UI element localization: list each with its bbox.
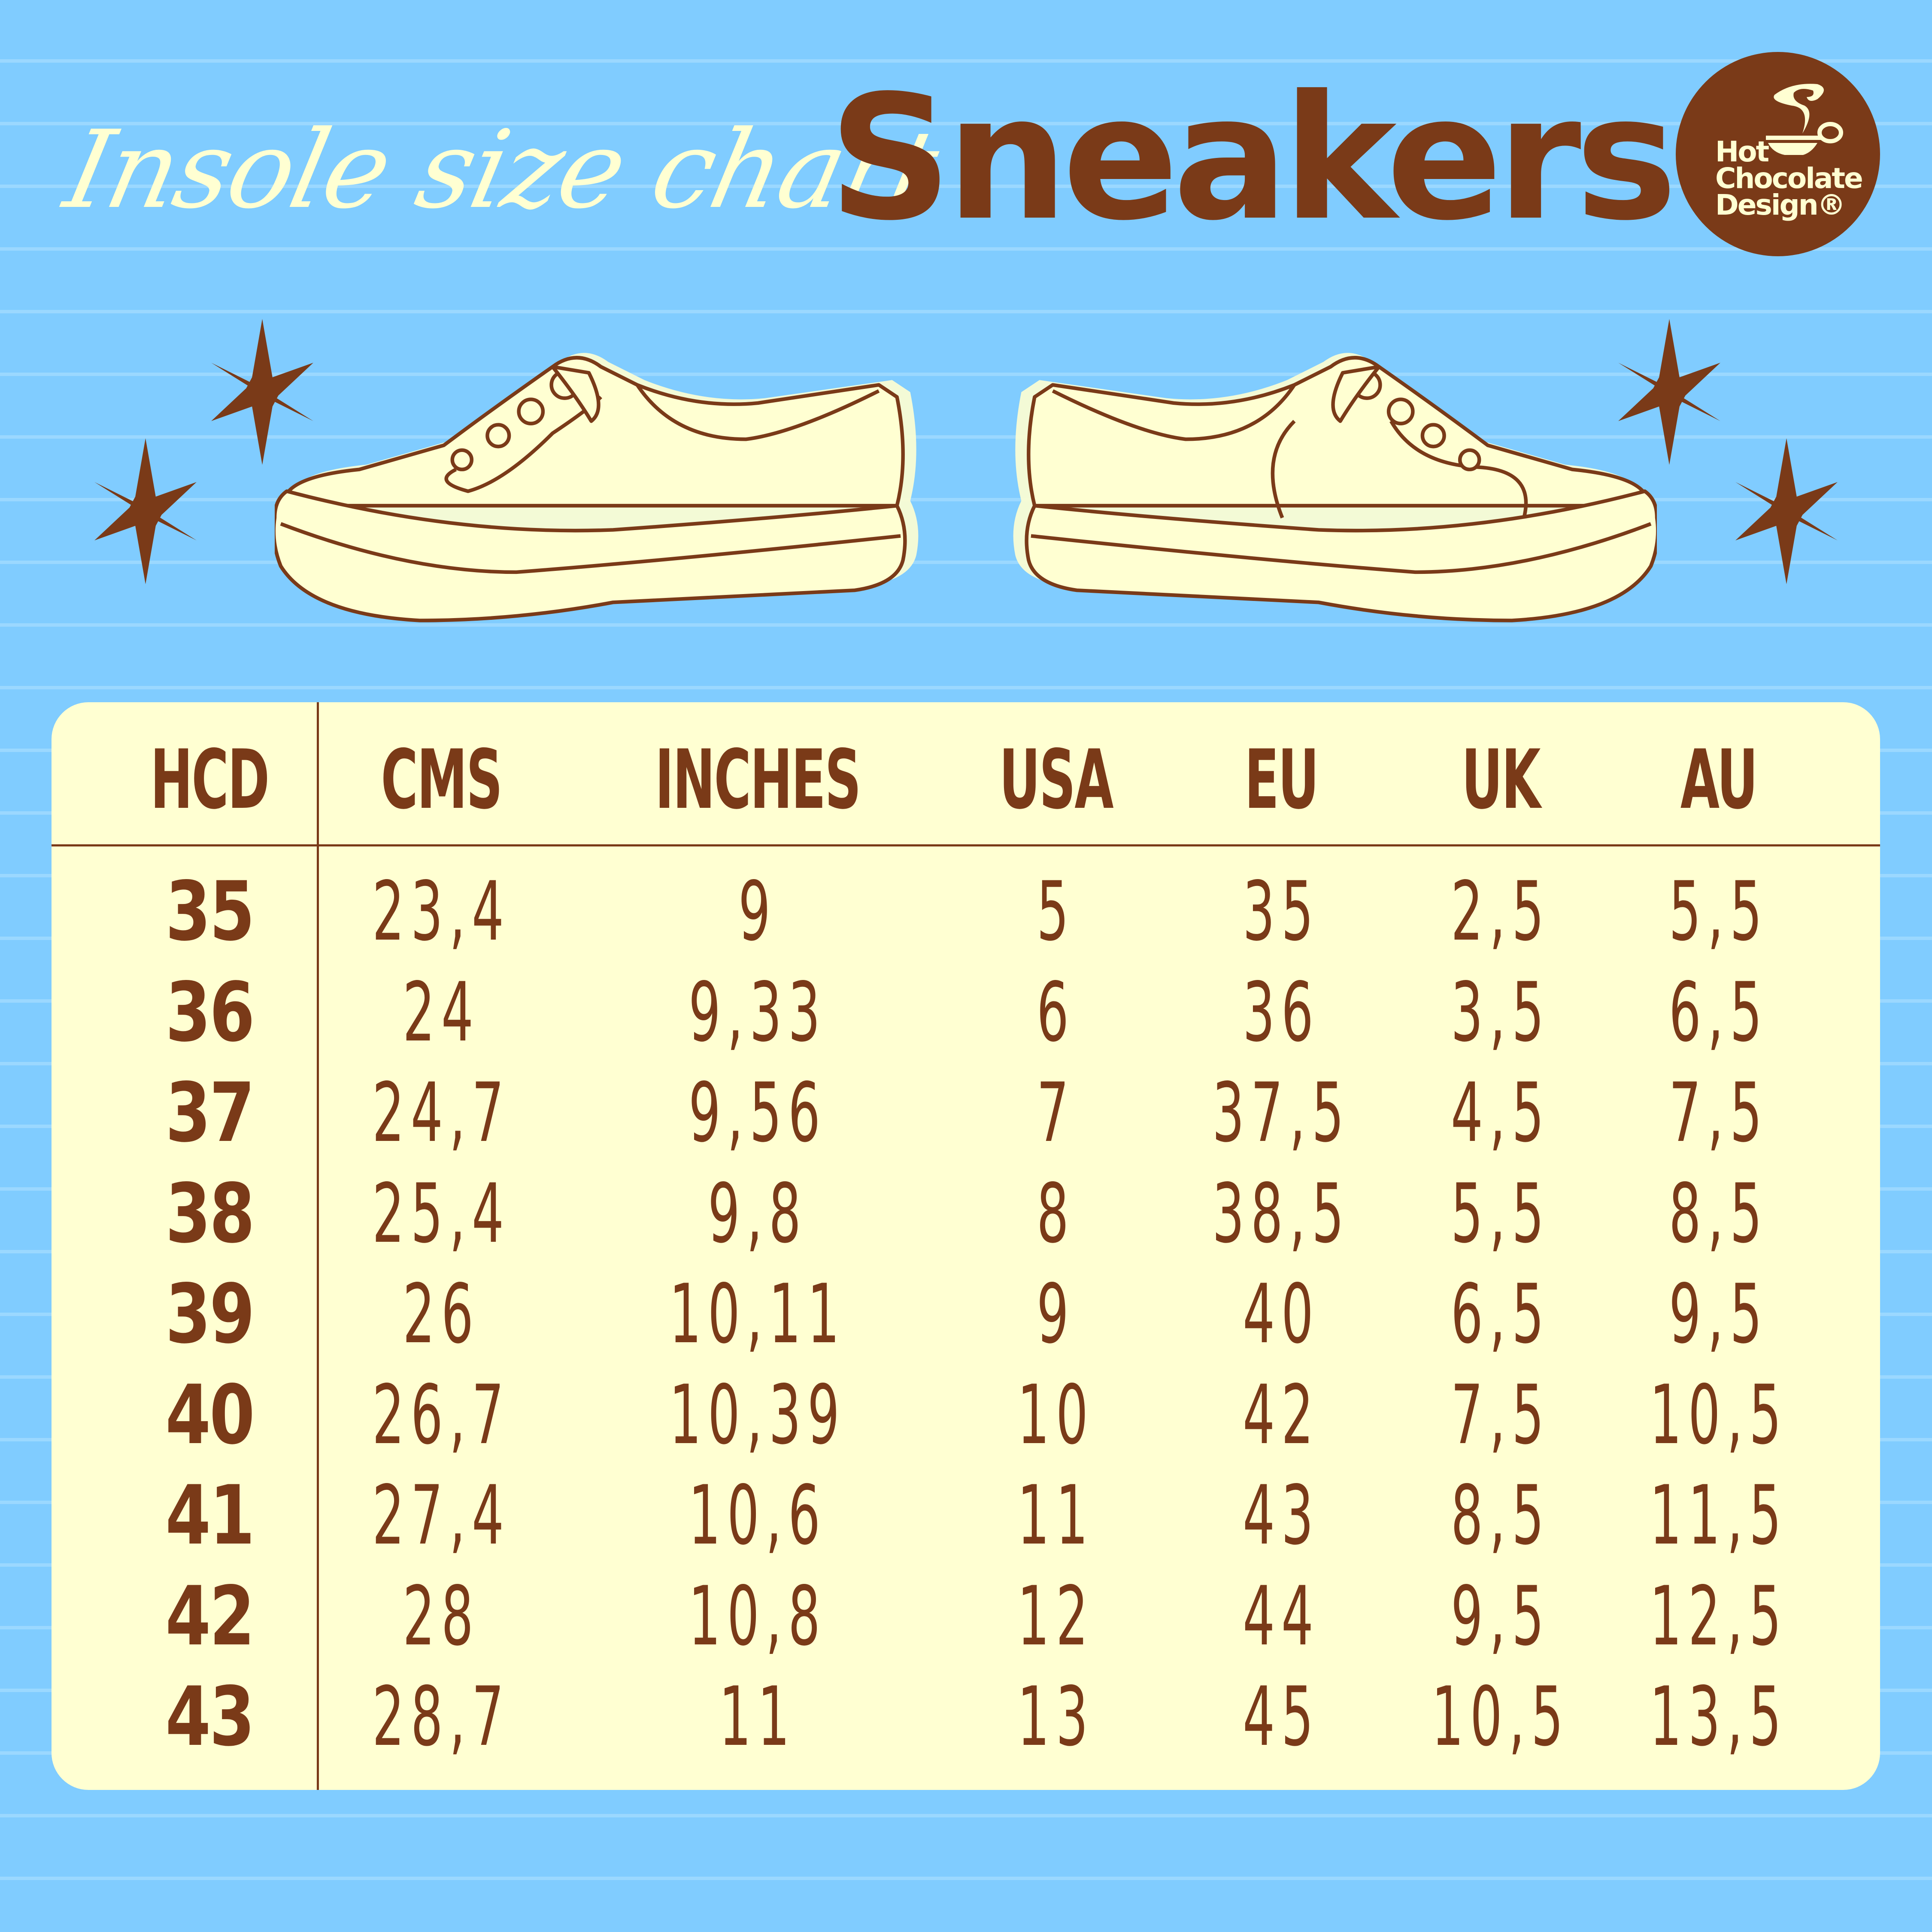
table-cell-hcd: 36 (165, 964, 255, 1060)
column-divider (317, 702, 319, 1790)
table-cell-hcd: 39 (165, 1267, 255, 1362)
table-cell-au: 7,5 (1669, 1065, 1768, 1160)
table-cell-usa: 13 (1017, 1669, 1095, 1764)
table-cell-eu: 44 (1243, 1568, 1320, 1664)
column-header-uk: UK (1462, 732, 1541, 827)
star-icon (1735, 438, 1838, 584)
table-cell-inches: 9 (738, 864, 777, 959)
sneaker-left-icon (275, 353, 919, 622)
table-cell-cms: 26,7 (372, 1367, 510, 1462)
table-cell-usa: 9 (1037, 1267, 1075, 1362)
table-cell-cms: 27,4 (372, 1468, 510, 1563)
table-cell-usa: 6 (1037, 964, 1075, 1060)
star-icon (94, 438, 197, 584)
table-cell-uk: 5,5 (1451, 1166, 1550, 1261)
column-header-eu: EU (1244, 732, 1319, 827)
table-cell-eu: 35 (1243, 864, 1320, 959)
column-header-au: AU (1680, 732, 1758, 827)
table-cell-usa: 11 (1017, 1468, 1095, 1563)
table-cell-inches: 9,8 (708, 1166, 807, 1261)
table-cell-hcd: 37 (165, 1065, 255, 1160)
table-cell-au: 8,5 (1669, 1166, 1768, 1261)
table-cell-inches: 10,11 (669, 1267, 846, 1362)
table-cell-uk: 7,5 (1451, 1367, 1550, 1462)
table-cell-inches: 10,39 (669, 1367, 846, 1462)
table-cell-uk: 3,5 (1451, 964, 1550, 1060)
header-divider (52, 844, 1880, 846)
table-cell-cms: 28,7 (372, 1669, 510, 1764)
script-title: Insole size chart (55, 107, 947, 232)
table-cell-uk: 10,5 (1432, 1669, 1570, 1764)
table-cell-au: 12,5 (1650, 1568, 1788, 1664)
table-cell-usa: 8 (1037, 1166, 1075, 1261)
table-cell-inches: 9,56 (688, 1065, 827, 1160)
column-header-hcd: HCD (150, 732, 270, 827)
column-header-inches: INCHES (655, 732, 861, 827)
table-cell-au: 5,5 (1669, 864, 1768, 959)
table-cell-au: 11,5 (1650, 1468, 1788, 1563)
table-cell-eu: 37,5 (1212, 1065, 1350, 1160)
table-cell-inches: 10,6 (688, 1468, 827, 1563)
table-cell-hcd: 43 (165, 1669, 255, 1764)
table-cell-hcd: 41 (165, 1468, 255, 1563)
size-table: HCD CMS INCHES USA EU UK AU 35 23,4 9 5 35 2,5 5,5 36 2… (52, 702, 1880, 1790)
table-cell-eu: 42 (1243, 1367, 1320, 1462)
table-cell-au: 6,5 (1669, 964, 1768, 1060)
table-cell-inches: 9,33 (688, 964, 827, 1060)
table-cell-cms: 24,7 (372, 1065, 510, 1160)
table-cell-uk: 4,5 (1451, 1065, 1550, 1160)
table-cell-cms: 23,4 (372, 864, 510, 959)
table-cell-hcd: 35 (165, 864, 255, 959)
table-cell-eu: 45 (1243, 1669, 1320, 1764)
table-cell-hcd: 40 (165, 1367, 255, 1462)
table-cell-eu: 36 (1243, 964, 1320, 1060)
logo-text-line2: Chocolate (1715, 162, 1863, 195)
table-cell-hcd: 42 (165, 1568, 255, 1664)
table-cell-usa: 7 (1037, 1065, 1075, 1160)
star-icon (211, 319, 313, 465)
column-header-cms: CMS (381, 732, 503, 827)
table-cell-cms: 28 (403, 1568, 480, 1664)
table-cell-au: 10,5 (1650, 1367, 1788, 1462)
logo-text-line1: Hot (1715, 135, 1769, 168)
table-cell-cms: 25,4 (372, 1166, 510, 1261)
table-cell-eu: 38,5 (1212, 1166, 1350, 1261)
cup-logo-icon (1766, 84, 1843, 155)
table-cell-inches: 11 (719, 1669, 796, 1764)
table-cell-au: 13,5 (1650, 1669, 1788, 1764)
table-cell-usa: 12 (1017, 1568, 1095, 1664)
table-cell-uk: 2,5 (1451, 864, 1550, 959)
table-cell-eu: 43 (1243, 1468, 1320, 1563)
table-cell-uk: 8,5 (1451, 1468, 1550, 1563)
table-cell-cms: 26 (403, 1267, 480, 1362)
brand-logo: Hot Chocolate Design® (1676, 52, 1880, 256)
table-cell-cms: 24 (403, 964, 480, 1060)
column-header-usa: USA (999, 732, 1114, 827)
table-cell-usa: 10 (1017, 1367, 1095, 1462)
table-cell-hcd: 38 (165, 1166, 255, 1261)
table-cell-au: 9,5 (1669, 1267, 1768, 1362)
page-title: Sneakers (828, 59, 1677, 258)
table-cell-eu: 40 (1243, 1267, 1320, 1362)
table-cell-inches: 10,8 (688, 1568, 827, 1664)
table-cell-uk: 6,5 (1451, 1267, 1550, 1362)
sneaker-right-icon (1013, 353, 1657, 622)
logo-text-line3: Design® (1715, 188, 1846, 221)
table-cell-usa: 5 (1037, 864, 1075, 959)
star-icon (1618, 319, 1720, 465)
table-cell-uk: 9,5 (1451, 1568, 1550, 1664)
